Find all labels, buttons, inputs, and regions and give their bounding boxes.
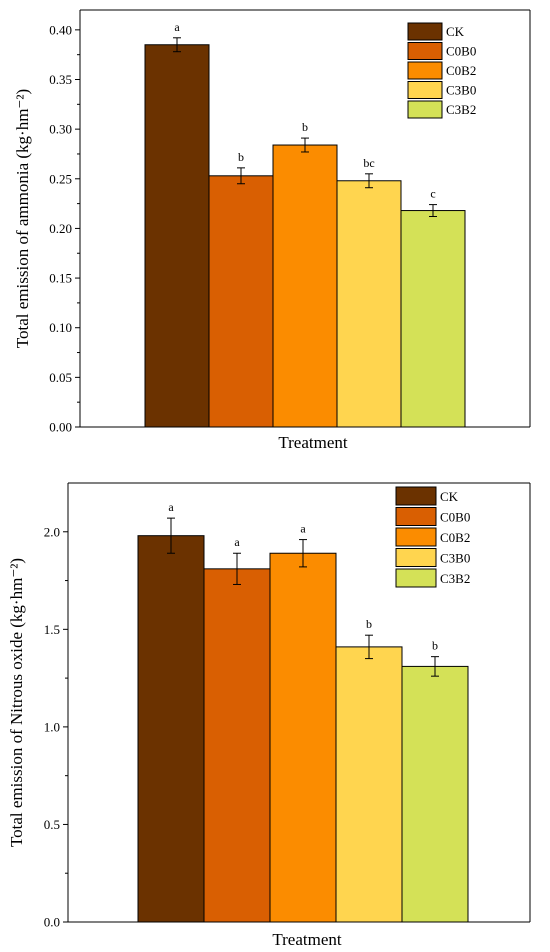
significance-label: a — [174, 20, 180, 34]
bar-c3b0 — [335, 646, 403, 923]
significance-label: b — [366, 617, 372, 631]
legend-label: C0B2 — [446, 63, 476, 78]
bar-c0b0 — [203, 568, 271, 923]
legend-label: C0B0 — [446, 44, 476, 59]
y-tick-label: 0.0 — [44, 915, 60, 930]
y-tick-label: 0.5 — [44, 817, 60, 832]
significance-label: a — [234, 535, 240, 549]
bar-c0b2 — [269, 552, 337, 923]
y-tick-label: 0.35 — [49, 72, 72, 87]
legend-label: C3B0 — [440, 551, 470, 566]
legend-swatch — [407, 42, 443, 60]
y-tick-label: 0.10 — [49, 320, 72, 335]
y-tick-label: 0.00 — [49, 420, 72, 435]
bar-c0b0 — [208, 175, 274, 428]
y-tick-label: 0.30 — [49, 122, 72, 137]
legend-label: CK — [446, 24, 465, 39]
x-axis-label: Treatment — [278, 433, 348, 452]
legend-label: C0B2 — [440, 530, 470, 545]
nitrous-oxide-chart: 0.0 0.5 1.0 1.5 2.0 a a a b b CK C0B0 C0B2 C3B0 C3B2 Tr… — [7, 482, 531, 949]
legend-label: C3B2 — [446, 102, 476, 117]
bar-c0b2 — [272, 144, 338, 428]
ammonia-chart: 0.00 0.05 0.10 0.15 0.20 0.25 0.30 0.35 0.40 a b b b… — [13, 9, 531, 452]
legend-label: C3B2 — [440, 571, 470, 586]
bar-ck — [144, 44, 210, 428]
legend-swatch — [407, 61, 443, 80]
significance-label: b — [238, 150, 244, 164]
y-tick-label: 1.0 — [44, 719, 60, 734]
y-tick-label: 2.0 — [44, 524, 60, 539]
bar-c3b2 — [401, 665, 469, 923]
legend-swatch — [395, 548, 437, 567]
legend-swatch — [407, 22, 443, 41]
legend-swatch — [395, 486, 437, 506]
y-tick-label: 0.40 — [49, 22, 72, 37]
bar-ck — [137, 535, 205, 923]
legend-swatch — [395, 507, 437, 526]
significance-label: b — [302, 120, 308, 134]
bar-c3b2 — [400, 210, 466, 428]
significance-label: bc — [363, 156, 374, 170]
y-axis-label: Total emission of ammonia (kg·hm⁻²) — [13, 89, 32, 348]
y-tick-label: 0.15 — [49, 271, 72, 286]
significance-label: b — [432, 639, 438, 653]
y-axis-label: Total emission of Nitrous oxide (kg·hm⁻²… — [7, 558, 26, 847]
significance-label: a — [300, 522, 306, 536]
legend-swatch — [395, 527, 437, 547]
x-axis-label: Treatment — [272, 930, 342, 949]
legend-label: CK — [440, 489, 459, 504]
legend-label: C0B0 — [440, 510, 470, 525]
legend-swatch — [407, 81, 443, 99]
significance-label: c — [430, 187, 435, 201]
bar-c3b0 — [336, 180, 402, 428]
significance-label: a — [168, 500, 174, 514]
y-tick-label: 0.05 — [49, 370, 72, 385]
legend-label: C3B0 — [446, 83, 476, 98]
legend-swatch — [407, 100, 443, 119]
y-tick-label: 1.5 — [44, 622, 60, 637]
legend-swatch — [395, 568, 437, 588]
y-tick-label: 0.25 — [49, 171, 72, 186]
y-tick-label: 0.20 — [49, 221, 72, 236]
